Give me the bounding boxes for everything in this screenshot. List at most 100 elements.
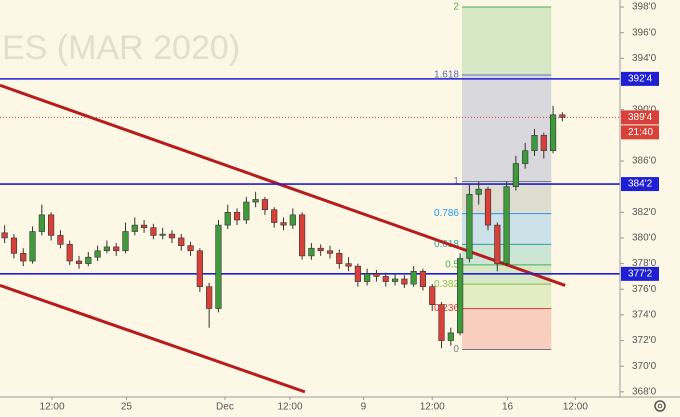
y-tick-label: 368'0 <box>632 387 657 398</box>
gear-hub[interactable] <box>657 403 663 409</box>
candle-body <box>559 114 566 118</box>
candle-body <box>1 232 8 239</box>
gear-icon[interactable] <box>654 400 666 412</box>
y-tick-label: 398'0 <box>632 2 657 13</box>
candle-body <box>66 244 73 262</box>
candle-body <box>289 214 296 226</box>
candle-body <box>540 135 547 152</box>
candle-body <box>159 233 166 236</box>
candle-body <box>271 209 278 223</box>
fib-band <box>461 75 552 182</box>
candle-body <box>531 135 538 152</box>
price-tag-label: 392'4 <box>628 74 653 85</box>
candle-body <box>131 224 138 232</box>
x-tick-label: Dec <box>216 402 234 413</box>
candle-body <box>299 214 306 257</box>
price-tag <box>621 177 659 192</box>
candle-body <box>48 214 55 236</box>
candle-body <box>150 227 157 236</box>
candle-body <box>252 199 259 203</box>
y-tick-label: 386'0 <box>632 156 657 167</box>
candle-body <box>447 332 454 341</box>
candle-body <box>438 304 445 341</box>
candle-body <box>168 233 176 239</box>
y-tick-label: 396'0 <box>632 27 657 38</box>
price-axis <box>620 0 680 397</box>
y-tick-label: 390'0 <box>632 104 657 115</box>
fib-band <box>461 284 552 309</box>
candle-body <box>336 253 343 264</box>
candle-body <box>373 273 380 277</box>
y-tick-label: 370'0 <box>632 361 657 372</box>
candle-body <box>261 199 269 211</box>
countdown-label: 21:40 <box>628 127 653 138</box>
candle-body <box>113 246 120 252</box>
candle-body <box>475 188 482 195</box>
fib-label: 0.382 <box>434 279 459 290</box>
price-tag <box>621 71 659 86</box>
time-axis <box>0 397 680 417</box>
candle-body <box>224 211 231 226</box>
candle-body <box>317 247 324 252</box>
candle-body <box>103 246 110 252</box>
candle-body <box>401 278 408 285</box>
y-tick-label: 394'0 <box>632 53 657 64</box>
candle-body <box>187 245 194 252</box>
price-tag-label: 384'2 <box>628 179 653 190</box>
fib-label: 2 <box>453 2 459 13</box>
fib-band <box>461 7 552 76</box>
candle-body <box>494 224 501 264</box>
candle-body <box>94 250 101 258</box>
watermark: ES (MAR 2020) <box>2 29 240 67</box>
trend-line <box>0 283 306 394</box>
price-tag-label: 377'2 <box>628 269 653 280</box>
candle-body <box>85 256 92 264</box>
candle-body <box>484 188 492 226</box>
x-tick-label: 12:00 <box>420 402 445 413</box>
x-tick-label: 9 <box>361 402 367 413</box>
candle-body <box>429 286 436 305</box>
candle-body <box>140 224 148 228</box>
candle-body <box>419 270 427 287</box>
candle-body <box>215 224 222 309</box>
candle-body <box>29 231 36 262</box>
y-tick-label: 376'0 <box>632 284 657 295</box>
fib-band <box>461 308 552 350</box>
candle-body <box>308 247 315 257</box>
candle-body <box>549 114 557 152</box>
y-tick-label: 378'0 <box>632 258 657 269</box>
y-tick-label: 374'0 <box>632 310 657 321</box>
candle-body <box>466 194 473 259</box>
price-tag <box>621 266 659 281</box>
candle-body <box>512 163 519 187</box>
candle-body <box>410 270 417 285</box>
fib-label: 0.236 <box>434 303 459 314</box>
candle-body <box>280 222 287 226</box>
candle-body <box>522 150 529 164</box>
fib-label: 0.786 <box>434 208 459 219</box>
x-tick-label: 12:00 <box>40 402 65 413</box>
candle-body <box>233 211 241 221</box>
x-tick-label: 12:00 <box>563 402 588 413</box>
y-tick-label: 372'0 <box>632 335 657 346</box>
price-tag-label: 389'4 <box>628 112 653 123</box>
candle-body <box>178 237 185 246</box>
candle-body <box>196 250 203 287</box>
candle-body <box>10 237 18 254</box>
x-tick-label: 25 <box>121 402 133 413</box>
settings-button[interactable] <box>654 400 666 412</box>
fib-label: 1 <box>453 176 459 187</box>
candle-body <box>326 250 334 254</box>
fib-label: 1.618 <box>434 70 459 81</box>
axes: 398'0 396'0 394'0 390'0 386'0 382'0 380'0 378'0… <box>40 2 659 413</box>
candle-body <box>391 278 399 282</box>
candle-body <box>75 260 83 264</box>
y-tick-label: 382'0 <box>632 207 657 218</box>
candle-body <box>57 235 64 245</box>
x-tick-label: 16 <box>502 402 514 413</box>
candle-body <box>122 231 129 252</box>
countdown-tag <box>621 125 659 140</box>
